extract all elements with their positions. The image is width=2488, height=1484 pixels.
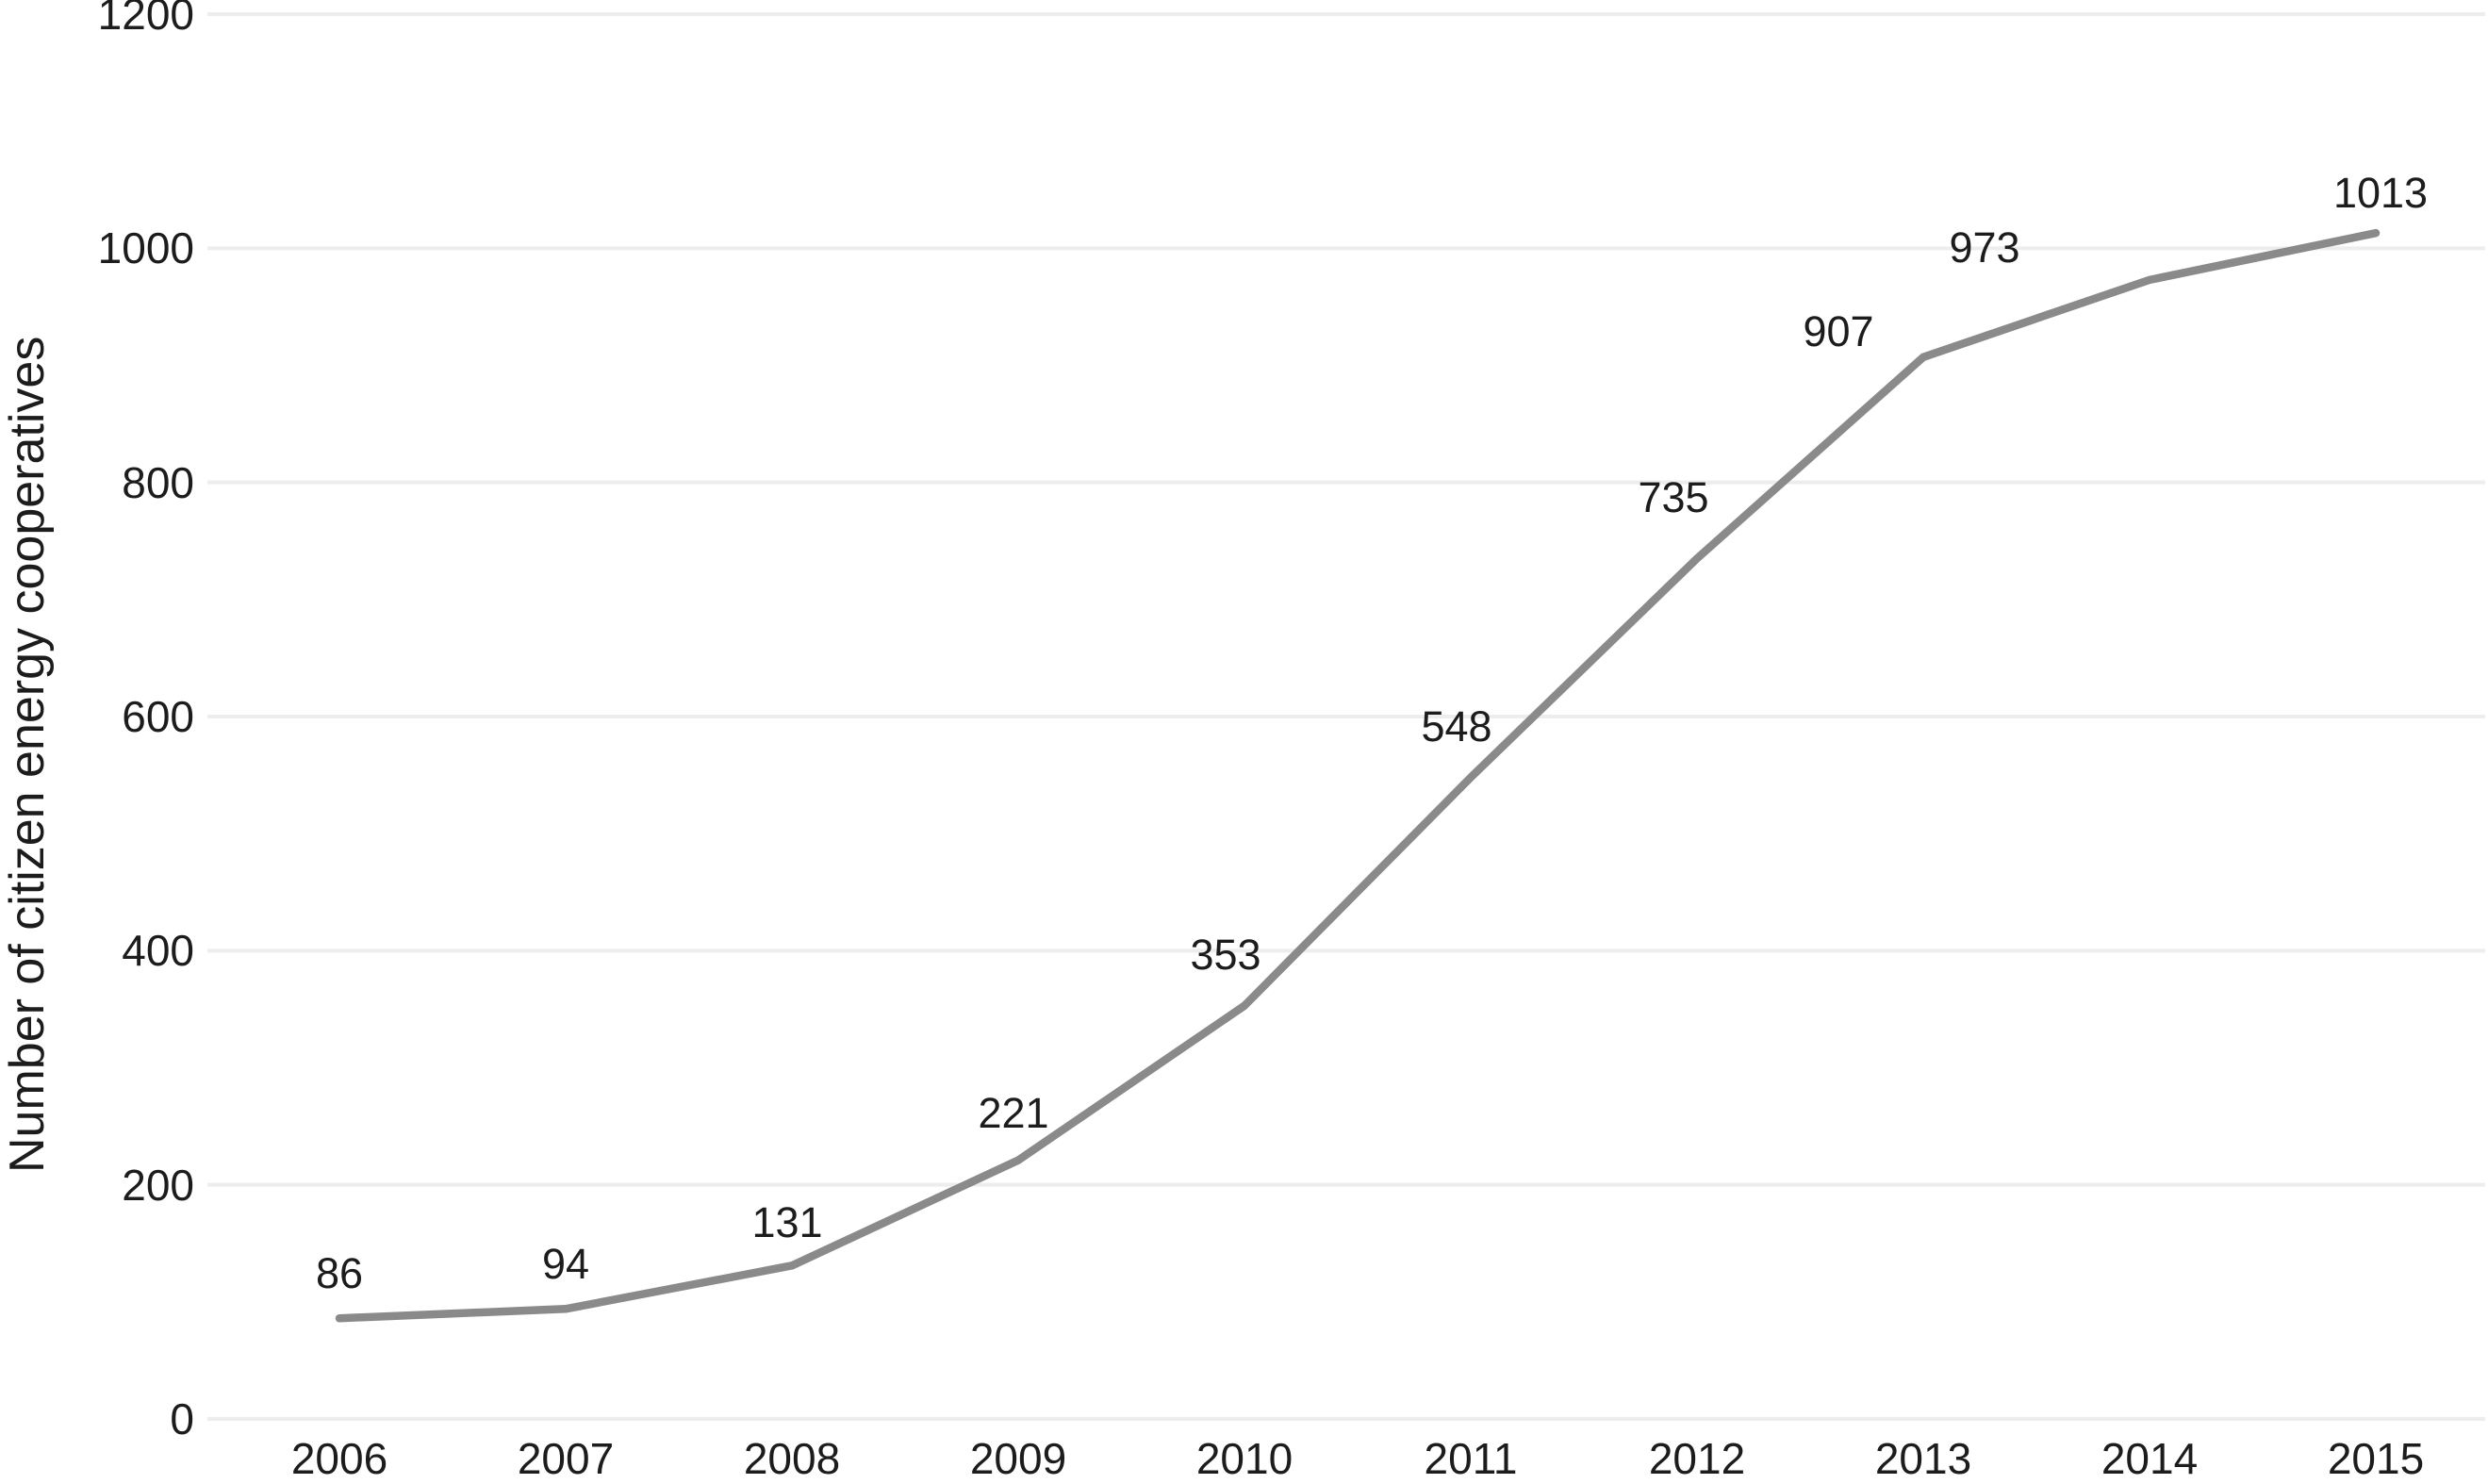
data-label: 353 [1190, 930, 1261, 979]
x-tick-label: 2007 [517, 1434, 615, 1483]
data-series-line [335, 228, 2381, 1323]
x-tick-label: 2006 [290, 1434, 388, 1483]
data-label: 735 [1638, 473, 1709, 522]
x-tick-label: 2011 [1424, 1434, 1518, 1483]
x-tick-label: 2012 [1648, 1434, 1746, 1483]
x-tick-label: 2015 [2327, 1434, 2425, 1483]
x-tick-label: 2008 [743, 1434, 841, 1483]
data-label: 131 [751, 1198, 823, 1247]
data-label: 548 [1421, 701, 1492, 750]
x-tick-label: 2014 [2101, 1434, 2199, 1483]
data-label: 973 [1949, 223, 2020, 272]
data-label: 1013 [2332, 169, 2429, 218]
data-label: 907 [1803, 306, 1874, 355]
x-tick-label: 2010 [1195, 1434, 1293, 1483]
y-tick-label: 600 [122, 692, 194, 741]
y-tick-label: 0 [170, 1394, 194, 1443]
data-label: 86 [315, 1249, 364, 1298]
y-tick-label: 1200 [97, 0, 194, 39]
data-label: 221 [978, 1088, 1049, 1137]
y-tick-label: 200 [122, 1160, 194, 1210]
y-tick-label: 800 [122, 457, 194, 507]
y-tick-label: 400 [122, 926, 194, 976]
y-tick-label: 1000 [97, 223, 194, 273]
x-tick-label: 2009 [969, 1434, 1067, 1483]
data-label: 94 [541, 1240, 590, 1289]
x-tick-label: 2013 [1874, 1434, 1972, 1483]
